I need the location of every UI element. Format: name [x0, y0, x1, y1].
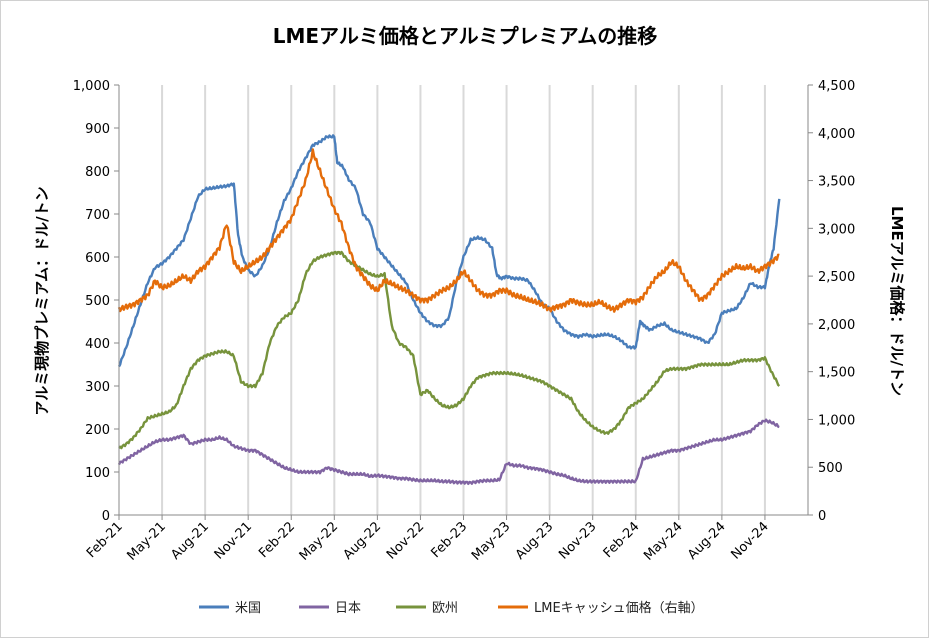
x-tick-label: Feb-22	[256, 519, 298, 561]
right-axis-ticks: 0 500 1,000 1,500 2,000 2,500 3,000 3,500 4,000 4…	[808, 79, 855, 524]
x-tick-label: Aug-24	[685, 519, 729, 563]
x-tick-label: Nov-22	[384, 519, 427, 562]
y-right-tick-label: 4,000	[818, 127, 855, 142]
y-left-tick-label: 400	[85, 337, 110, 352]
y-right-tick-label: 2,500	[818, 270, 855, 285]
y-left-tick-label: 600	[85, 251, 110, 266]
y-left-tick-label: 300	[85, 380, 110, 395]
chart-title: LMEアルミ価格とアルミプレミアムの推移	[273, 24, 658, 48]
x-tick-label: Aug-23	[513, 519, 557, 563]
legend-label-3: LMEキャッシュ価格（右軸）	[534, 600, 704, 616]
x-tick-label: Nov-21	[212, 519, 255, 562]
series-line-3	[117, 148, 780, 313]
series-group	[117, 134, 781, 485]
y-right-tick-label: 1,000	[818, 413, 855, 428]
y-right-tick-label: 1,500	[818, 366, 855, 381]
left-axis-ticks: 0 100 200 300 400 500 600 700 800 900 1,000	[73, 79, 119, 524]
series-line-1	[117, 418, 780, 485]
y-right-tick-label: 0	[818, 509, 826, 524]
y-axis-left-title: アルミ現物プレミアム：ドル/トン	[33, 186, 51, 415]
y-left-tick-label: 900	[85, 122, 110, 137]
x-tick-label: Feb-21	[84, 519, 126, 561]
gridlines	[161, 85, 766, 515]
y-axis-right-title: LMEアルミ価格：ドル/トン	[888, 206, 906, 396]
y-left-tick-label: 100	[85, 466, 110, 481]
series-line-0	[117, 134, 781, 368]
x-tick-label: Feb-24	[601, 519, 643, 561]
x-tick-label: Nov-23	[556, 519, 599, 562]
y-left-tick-label: 700	[85, 208, 110, 223]
legend-label-2: 欧州	[432, 601, 458, 616]
y-right-tick-label: 4,500	[818, 79, 855, 94]
x-tick-label: Feb-23	[428, 519, 470, 561]
x-tick-label: Aug-21	[168, 519, 212, 563]
series-line-2	[118, 250, 781, 450]
legend: 米国 日本 欧州 LMEキャッシュ価格（右軸）	[199, 600, 704, 616]
y-left-tick-label: 0	[102, 509, 110, 524]
y-left-tick-label: 1,000	[73, 79, 110, 94]
x-tick-label: May-21	[124, 519, 168, 563]
legend-label-1: 日本	[335, 601, 361, 616]
x-tick-label: May-24	[641, 519, 685, 563]
y-left-tick-label: 200	[85, 423, 110, 438]
y-left-tick-label: 500	[85, 294, 110, 309]
y-right-tick-label: 3,000	[818, 222, 855, 237]
x-tick-label: May-22	[297, 519, 341, 563]
y-right-tick-label: 2,000	[818, 318, 855, 333]
y-right-tick-label: 500	[818, 461, 843, 476]
axes	[118, 85, 809, 516]
legend-label-0: 米国	[235, 601, 261, 616]
x-tick-label: Aug-22	[341, 519, 385, 563]
x-tick-label: May-23	[469, 519, 513, 563]
y-right-tick-label: 3,500	[818, 175, 855, 190]
y-left-tick-label: 800	[85, 165, 110, 180]
x-tick-label: Nov-24	[728, 519, 771, 562]
